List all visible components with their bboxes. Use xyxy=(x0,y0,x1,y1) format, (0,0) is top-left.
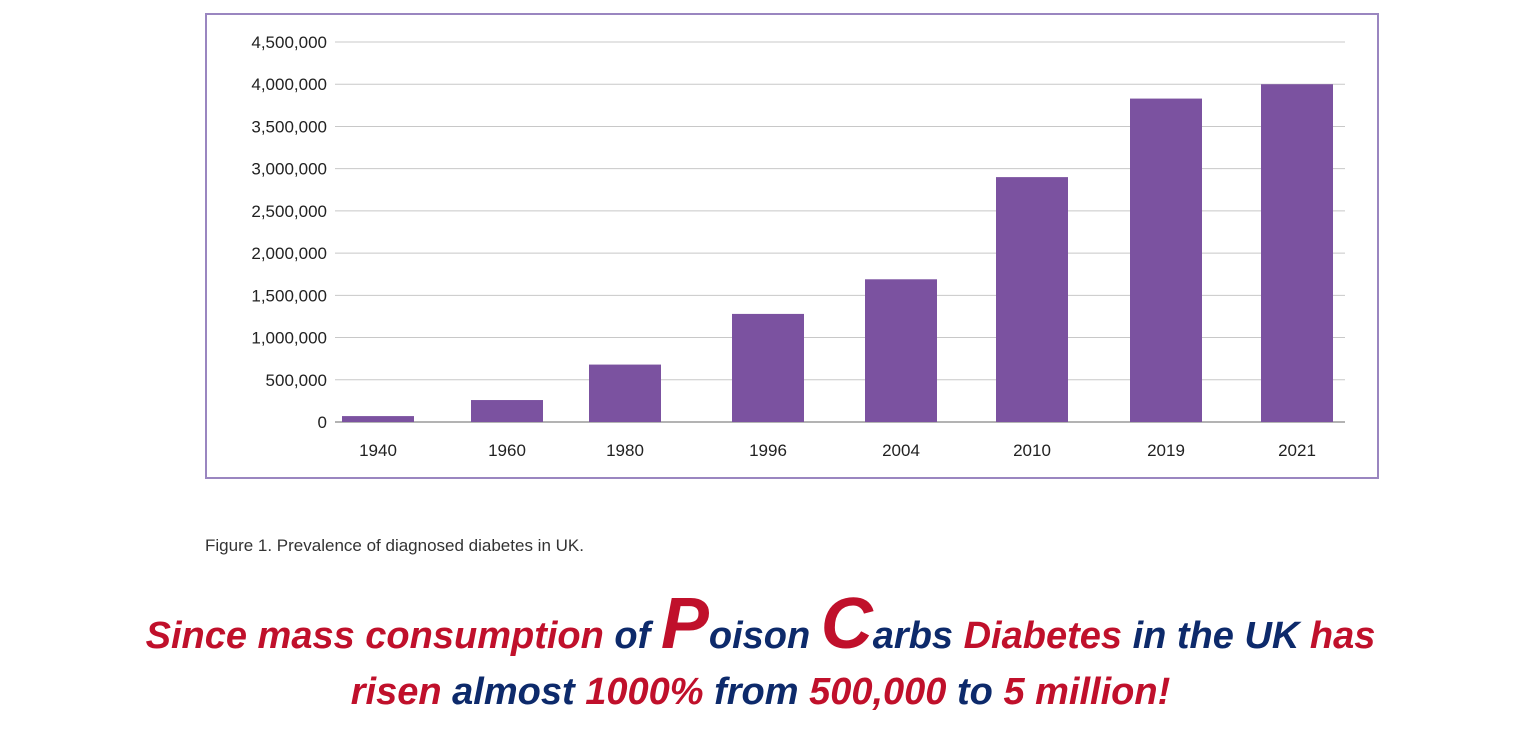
chart-frame: 0 500,000 1,000,000 1,500,000 2,000,000 2,500… xyxy=(205,13,1379,479)
y-tick-label: 4,500,000 xyxy=(251,33,327,52)
headline-segment: from xyxy=(714,671,810,713)
y-tick-label: 4,000,000 xyxy=(251,75,327,94)
y-tick-label: 2,000,000 xyxy=(251,244,327,263)
y-tick-label: 2,500,000 xyxy=(251,202,327,221)
headline-segment: 500,000 xyxy=(809,671,957,713)
headline: Since mass consumption of Poison Carbs D… xyxy=(0,588,1521,720)
headline-segment: Since mass xyxy=(145,615,366,657)
headline-segment: C xyxy=(820,584,873,664)
headline-segment: in the UK xyxy=(1132,615,1310,657)
y-tick-label: 3,000,000 xyxy=(251,160,327,179)
x-tick-label-1960: 1960 xyxy=(488,441,526,460)
bar-2010 xyxy=(996,177,1068,422)
bar-1960 xyxy=(471,400,543,422)
y-tick-label: 1,500,000 xyxy=(251,286,327,305)
x-tick-label-1996: 1996 xyxy=(749,441,787,460)
y-tick-label: 0 xyxy=(318,413,327,432)
x-tick-label-2021: 2021 xyxy=(1278,441,1316,460)
x-tick-label-1980: 1980 xyxy=(606,441,644,460)
headline-segment: of xyxy=(614,615,661,657)
gridlines xyxy=(335,41,1345,423)
headline-segment: Diabetes xyxy=(963,615,1133,657)
headline-line-1: Since mass consumption of Poison Carbs D… xyxy=(0,588,1521,664)
bar-1980 xyxy=(589,364,661,422)
headline-segment: 5 million! xyxy=(1003,671,1171,713)
headline-line-2: risen almost 1000% from 500,000 to 5 mil… xyxy=(0,664,1521,720)
headline-segment: has xyxy=(1309,615,1376,657)
y-tick-label: 500,000 xyxy=(266,371,327,390)
x-tick-label-2019: 2019 xyxy=(1147,441,1185,460)
y-tick-label: 3,500,000 xyxy=(251,117,327,136)
headline-segment: P xyxy=(660,584,709,664)
y-tick-label: 1,000,000 xyxy=(251,329,327,348)
headline-segment: to xyxy=(957,671,1004,713)
x-axis-tick-labels: 1940 1960 1980 1996 2004 2010 2019 2021 xyxy=(359,441,1316,460)
bar-2021 xyxy=(1261,84,1333,422)
x-tick-label-1940: 1940 xyxy=(359,441,397,460)
bar-1996 xyxy=(732,313,804,422)
bar-2004 xyxy=(865,279,937,422)
headline-segment: almost xyxy=(452,671,586,713)
headline-segment: risen xyxy=(350,671,453,713)
headline-segment: consumption xyxy=(365,615,615,657)
headline-segment: arbs xyxy=(872,615,964,657)
headline-segment: oison xyxy=(708,615,821,657)
y-axis-tick-labels: 0 500,000 1,000,000 1,500,000 2,000,000 2,500… xyxy=(251,33,327,432)
x-tick-label-2004: 2004 xyxy=(882,441,920,460)
bar-1940 xyxy=(342,416,414,422)
x-tick-label-2010: 2010 xyxy=(1013,441,1051,460)
bar-2019 xyxy=(1130,98,1202,423)
bar-chart: 0 500,000 1,000,000 1,500,000 2,000,000 2,500… xyxy=(251,33,1345,460)
headline-segment: 1000% xyxy=(585,671,715,713)
bars xyxy=(342,84,1333,423)
figure-caption: Figure 1. Prevalence of diagnosed diabet… xyxy=(205,536,584,555)
